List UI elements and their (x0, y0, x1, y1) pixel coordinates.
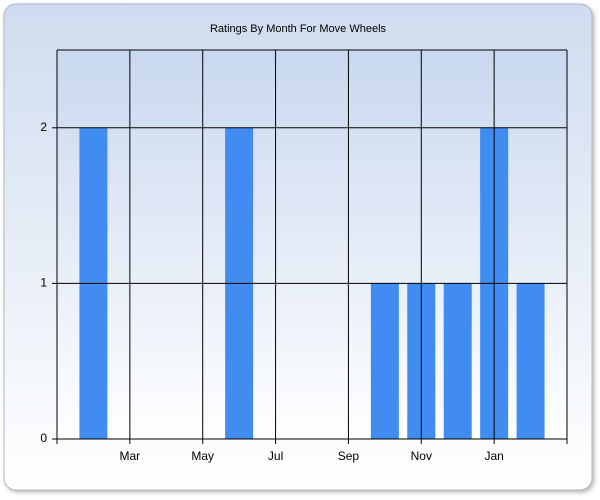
chart-title: Ratings By Month For Move Wheels (210, 23, 387, 35)
bar (370, 283, 399, 439)
y-tick-label: 1 (40, 276, 47, 290)
y-tick-label: 2 (40, 120, 47, 134)
x-tick-label: Jul (268, 449, 283, 463)
plot-layer: 0 1 2 Mar May Jul Sep Nov Jan (40, 49, 568, 463)
x-tick-label: May (191, 449, 214, 463)
y-tick-label: 0 (40, 431, 47, 445)
x-tick-label: Jan (484, 449, 503, 463)
x-tick-label: Sep (338, 449, 360, 463)
bar (443, 283, 472, 439)
bar (516, 283, 545, 439)
x-tick-label: Mar (120, 449, 141, 463)
x-tick-label: Nov (411, 449, 432, 463)
